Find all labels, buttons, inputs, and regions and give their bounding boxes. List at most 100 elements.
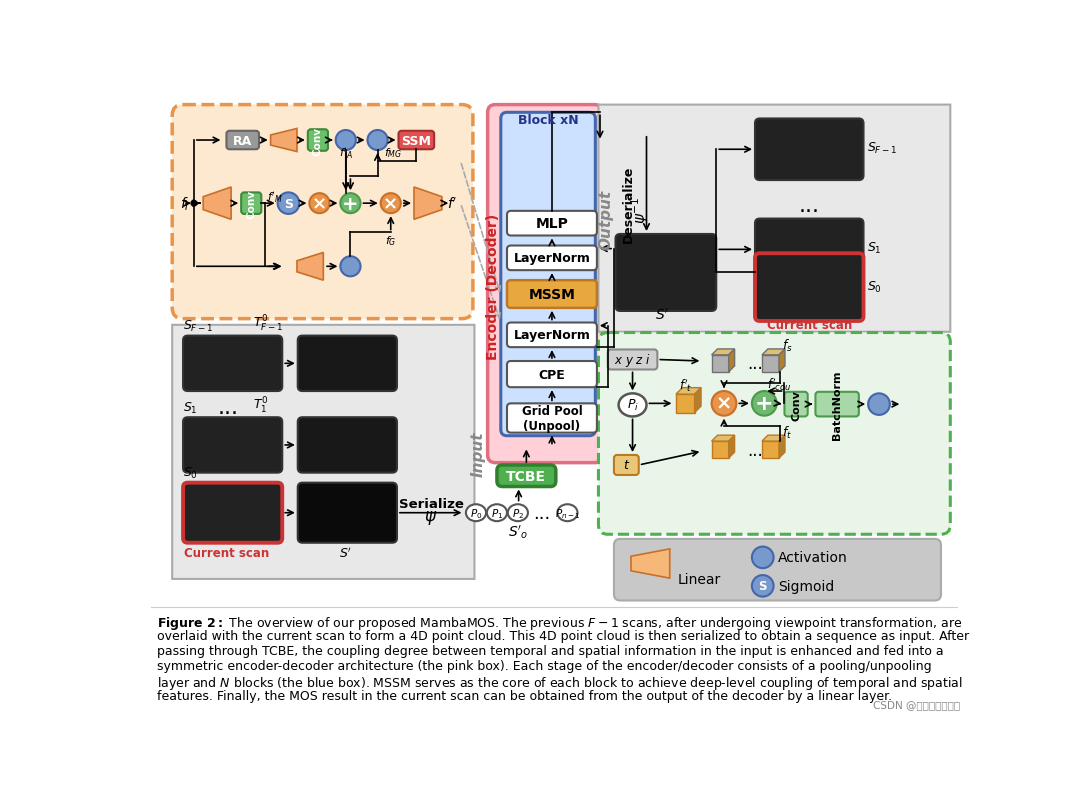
FancyBboxPatch shape bbox=[755, 219, 864, 281]
Ellipse shape bbox=[557, 504, 578, 521]
Text: $f_t$: $f_t$ bbox=[782, 425, 793, 441]
Polygon shape bbox=[762, 355, 779, 372]
FancyBboxPatch shape bbox=[183, 418, 282, 473]
Polygon shape bbox=[676, 395, 694, 413]
Text: $f_I$: $f_I$ bbox=[180, 195, 189, 213]
Text: $P_{n-1}$: $P_{n-1}$ bbox=[554, 506, 580, 520]
Text: MLP: MLP bbox=[536, 217, 568, 231]
Text: Serialize: Serialize bbox=[399, 497, 463, 510]
Polygon shape bbox=[676, 388, 701, 395]
Polygon shape bbox=[712, 435, 734, 442]
Text: $\psi$: $\psi$ bbox=[424, 508, 437, 527]
Text: ...: ... bbox=[747, 354, 762, 373]
Text: $f'_A$: $f'_A$ bbox=[339, 146, 353, 160]
Circle shape bbox=[191, 201, 197, 207]
Ellipse shape bbox=[465, 504, 486, 521]
Text: $S'_o$: $S'_o$ bbox=[509, 523, 529, 541]
Circle shape bbox=[336, 131, 356, 151]
Text: $S_0$: $S_0$ bbox=[183, 466, 198, 480]
FancyBboxPatch shape bbox=[616, 235, 716, 311]
FancyBboxPatch shape bbox=[183, 483, 282, 543]
FancyBboxPatch shape bbox=[501, 113, 595, 436]
FancyBboxPatch shape bbox=[399, 132, 434, 150]
Polygon shape bbox=[271, 129, 297, 152]
FancyBboxPatch shape bbox=[507, 323, 597, 348]
Text: $P_i$: $P_i$ bbox=[626, 398, 638, 413]
Text: ...: ... bbox=[217, 398, 239, 418]
Text: $f_G$: $f_G$ bbox=[384, 234, 396, 248]
FancyBboxPatch shape bbox=[507, 246, 597, 271]
Text: $t$: $t$ bbox=[623, 459, 630, 472]
Text: ...: ... bbox=[747, 441, 762, 459]
FancyBboxPatch shape bbox=[507, 404, 597, 433]
Text: symmetric encoder-decoder architecture (the pink box). Each stage of the encoder: symmetric encoder-decoder architecture (… bbox=[157, 658, 931, 672]
FancyBboxPatch shape bbox=[497, 465, 556, 487]
Text: Encoder (Decoder): Encoder (Decoder) bbox=[486, 214, 500, 360]
Text: $f'$: $f'$ bbox=[447, 196, 458, 212]
Text: passing through TCBE, the coupling degree between temporal and spatial informati: passing through TCBE, the coupling degre… bbox=[157, 644, 943, 657]
Text: $S_1$: $S_1$ bbox=[867, 241, 882, 256]
Text: $f'_{cou}$: $f'_{cou}$ bbox=[767, 376, 791, 392]
Text: CPE: CPE bbox=[539, 368, 565, 381]
Polygon shape bbox=[779, 350, 785, 372]
FancyBboxPatch shape bbox=[298, 336, 397, 391]
Text: $S_{F-1}$: $S_{F-1}$ bbox=[183, 318, 214, 334]
FancyBboxPatch shape bbox=[507, 362, 597, 387]
Text: $f_s$: $f_s$ bbox=[782, 338, 793, 354]
Circle shape bbox=[752, 391, 777, 416]
Circle shape bbox=[309, 194, 329, 214]
Text: LayerNorm: LayerNorm bbox=[513, 329, 591, 342]
Text: overlaid with the current scan to form a 4D point cloud. This 4D point cloud is : overlaid with the current scan to form a… bbox=[157, 629, 969, 642]
Text: ...: ... bbox=[799, 196, 820, 217]
Text: Input: Input bbox=[471, 431, 486, 476]
Circle shape bbox=[380, 194, 401, 214]
FancyBboxPatch shape bbox=[613, 539, 941, 601]
FancyBboxPatch shape bbox=[507, 212, 597, 237]
Polygon shape bbox=[203, 188, 231, 220]
Text: S: S bbox=[284, 197, 293, 210]
Text: ×: × bbox=[716, 395, 732, 413]
Circle shape bbox=[752, 547, 773, 569]
Text: $P_1$: $P_1$ bbox=[490, 506, 503, 520]
FancyBboxPatch shape bbox=[227, 132, 259, 150]
Text: Conv: Conv bbox=[313, 127, 323, 156]
Text: layer and $N$ blocks (the blue box). MSSM serves as the core of each block to ac: layer and $N$ blocks (the blue box). MSS… bbox=[157, 674, 962, 691]
Polygon shape bbox=[779, 435, 785, 459]
Text: ×: × bbox=[383, 195, 399, 213]
FancyBboxPatch shape bbox=[298, 483, 397, 543]
Polygon shape bbox=[414, 188, 442, 220]
Text: $f'_M$: $f'_M$ bbox=[267, 189, 283, 205]
Polygon shape bbox=[712, 355, 729, 372]
Ellipse shape bbox=[487, 504, 507, 521]
Circle shape bbox=[340, 194, 361, 214]
Polygon shape bbox=[729, 435, 734, 459]
Text: SSM: SSM bbox=[402, 135, 431, 148]
Text: Linear: Linear bbox=[677, 572, 720, 586]
Text: Current scan: Current scan bbox=[184, 546, 269, 560]
Circle shape bbox=[712, 391, 737, 416]
Polygon shape bbox=[297, 253, 323, 281]
Text: Output: Output bbox=[598, 189, 613, 249]
Text: S: S bbox=[758, 580, 767, 593]
FancyBboxPatch shape bbox=[298, 418, 397, 473]
Circle shape bbox=[752, 575, 773, 597]
Polygon shape bbox=[694, 388, 701, 413]
Polygon shape bbox=[712, 350, 734, 355]
FancyBboxPatch shape bbox=[755, 119, 864, 180]
Circle shape bbox=[278, 193, 299, 215]
Text: BatchNorm: BatchNorm bbox=[833, 370, 842, 439]
Text: $\psi^{-1}$: $\psi^{-1}$ bbox=[630, 196, 651, 224]
Text: $f'_t$: $f'_t$ bbox=[678, 376, 692, 393]
Polygon shape bbox=[631, 549, 670, 578]
Text: $x\ y\ z\ i$: $x\ y\ z\ i$ bbox=[615, 351, 651, 368]
Text: Sigmoid: Sigmoid bbox=[779, 579, 835, 593]
Text: $S_0$: $S_0$ bbox=[867, 279, 882, 294]
Text: $S_1$: $S_1$ bbox=[183, 400, 198, 415]
FancyBboxPatch shape bbox=[241, 193, 261, 215]
Ellipse shape bbox=[508, 504, 528, 521]
Text: Current scan: Current scan bbox=[767, 318, 852, 331]
Text: $S'$: $S'$ bbox=[339, 546, 352, 561]
Text: CSDN @明初皆都能学会: CSDN @明初皆都能学会 bbox=[874, 699, 960, 709]
Polygon shape bbox=[762, 435, 785, 442]
FancyBboxPatch shape bbox=[755, 254, 864, 322]
